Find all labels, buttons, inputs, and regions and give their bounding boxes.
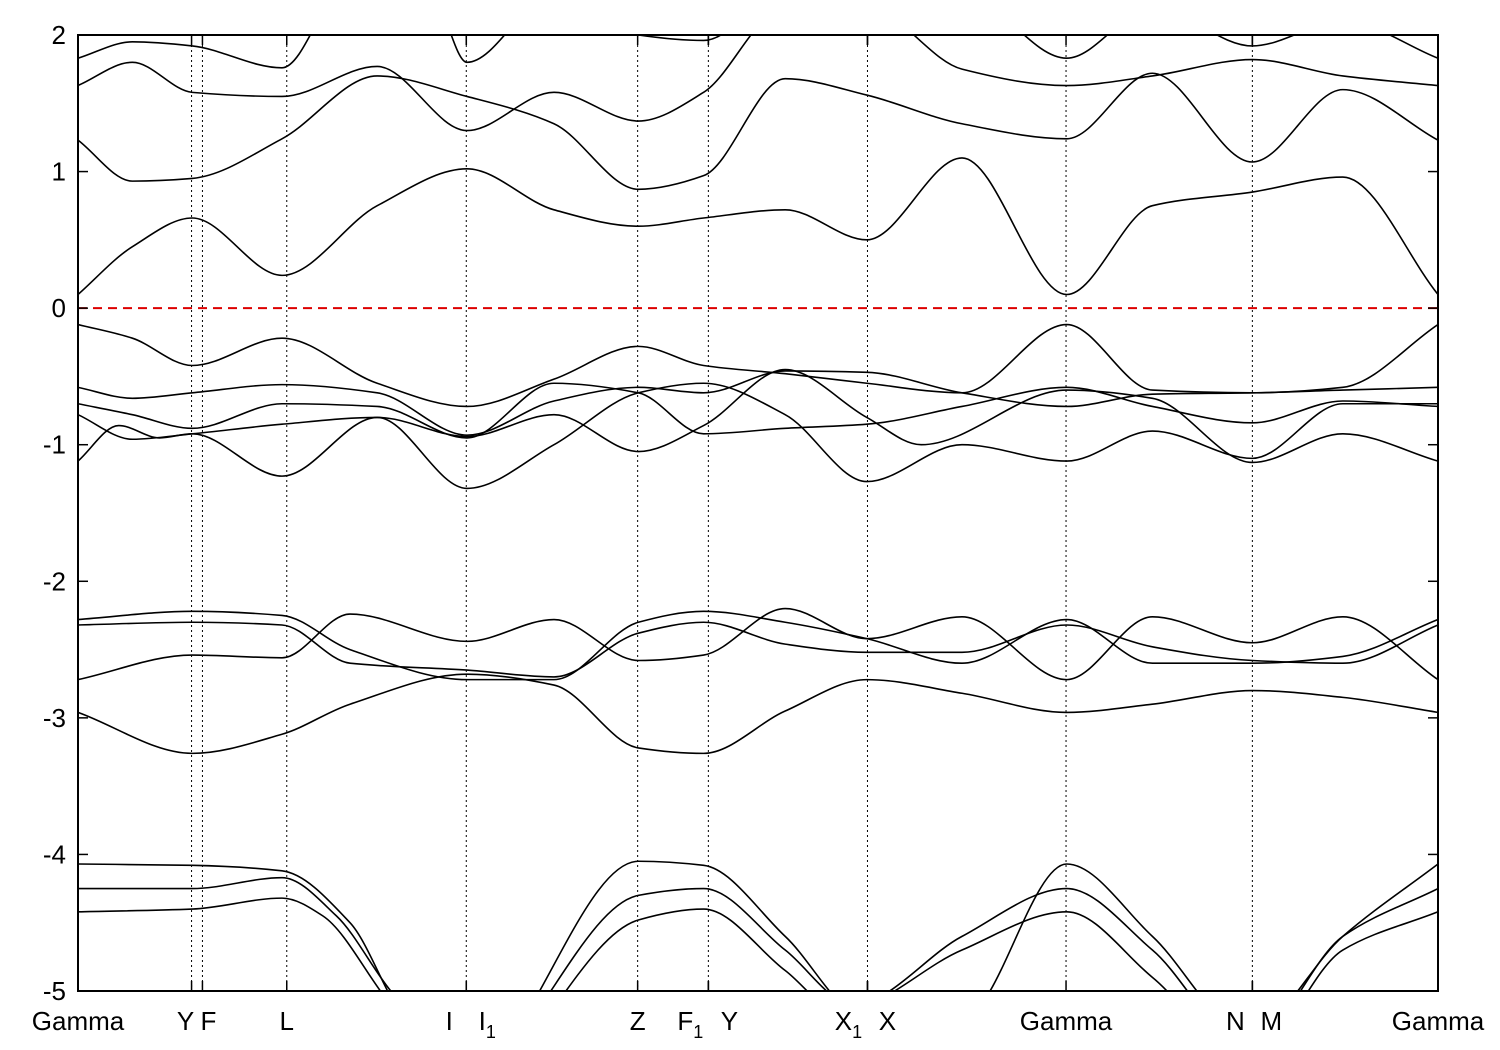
x-tick-label-part: Gamma — [1020, 1006, 1113, 1036]
x-tick-label-x1: X1 — [835, 1006, 862, 1042]
x-tick-label-part: X — [835, 1006, 852, 1036]
band-line-4 — [78, 368, 1438, 477]
x-tick-label-z: Z — [630, 1006, 646, 1036]
x-tick-label-n: N — [1226, 1006, 1245, 1036]
y-tick-label: -4 — [43, 839, 66, 869]
x-tick-label-l: L — [280, 1006, 294, 1036]
band-line-13 — [78, 673, 1438, 755]
x-axis: Gamma Y F L I I1 Z F1 Y X1 X Gamma N M Gamma — [32, 35, 1485, 1042]
x-tick-label-part: Y — [721, 1006, 738, 1036]
x-tick-label-part: 1 — [486, 1022, 496, 1042]
band-lines — [78, 35, 1438, 991]
x-tick-label-part: X — [879, 1006, 896, 1036]
x-tick-label-gamma-0: Gamma — [32, 1006, 125, 1036]
x-tick-label-f1: F1 — [677, 1006, 703, 1042]
x-tick-label-part: Gamma — [32, 1006, 125, 1036]
x-tick-label-part: Z — [630, 1006, 646, 1036]
x-tick-label-m: M — [1261, 1006, 1283, 1036]
x-tick-label-part: F — [200, 1006, 216, 1036]
band-line-7 — [78, 72, 1438, 191]
x-tick-label-i: I — [446, 1006, 453, 1036]
y-tick-label: 0 — [52, 293, 66, 323]
y-tick-label: -3 — [43, 703, 66, 733]
band-line-5 — [78, 382, 1438, 490]
y-tick-label: -5 — [43, 976, 66, 1006]
band-line-9 — [78, 35, 1438, 69]
plot-frame — [77, 34, 1439, 992]
band-line-3 — [78, 382, 1438, 439]
x-tick-label-part: I — [446, 1006, 453, 1036]
y-axis: 2 1 0 -1 -2 -3 -4 -5 — [43, 20, 1438, 1006]
x-tick-label-gamma-2: Gamma — [1392, 1006, 1485, 1036]
x-tick-label-x: X — [879, 1006, 896, 1036]
x-tick-label-y: Y — [177, 1006, 194, 1036]
band-line-2 — [78, 370, 1438, 436]
band-line-10 — [78, 610, 1438, 681]
x-tick-label-part: Y — [177, 1006, 194, 1036]
band-line-11 — [78, 621, 1438, 678]
y-tick-label: 1 — [52, 157, 66, 187]
x-tick-label-f: F — [200, 1006, 216, 1036]
band-line-12 — [78, 607, 1438, 681]
x-tick-label-part: 1 — [693, 1022, 703, 1042]
x-tick-label-part: Gamma — [1392, 1006, 1485, 1036]
band-line-6 — [78, 157, 1438, 296]
y-tick-label: 2 — [52, 20, 66, 50]
x-tick-label-gamma-1: Gamma — [1020, 1006, 1113, 1036]
band-line-15 — [78, 876, 1438, 991]
x-tick-label-part: L — [280, 1006, 294, 1036]
band-line-16 — [78, 897, 1438, 991]
x-tick-label-part: M — [1261, 1006, 1283, 1036]
band-line-8 — [78, 35, 1438, 132]
y-tick-label: -1 — [43, 430, 66, 460]
band-line-1 — [78, 323, 1438, 408]
x-tick-label-y2: Y — [721, 1006, 738, 1036]
x-tick-label-part: N — [1226, 1006, 1245, 1036]
kpoint-vertical-lines — [191, 35, 1253, 991]
x-tick-label-part: 1 — [852, 1022, 862, 1042]
x-tick-label-part: F — [677, 1006, 693, 1036]
x-tick-label-part: I — [479, 1006, 486, 1036]
y-tick-label: -2 — [43, 566, 66, 596]
x-tick-label-i1: I1 — [479, 1006, 496, 1042]
band-line-14 — [78, 860, 1438, 991]
